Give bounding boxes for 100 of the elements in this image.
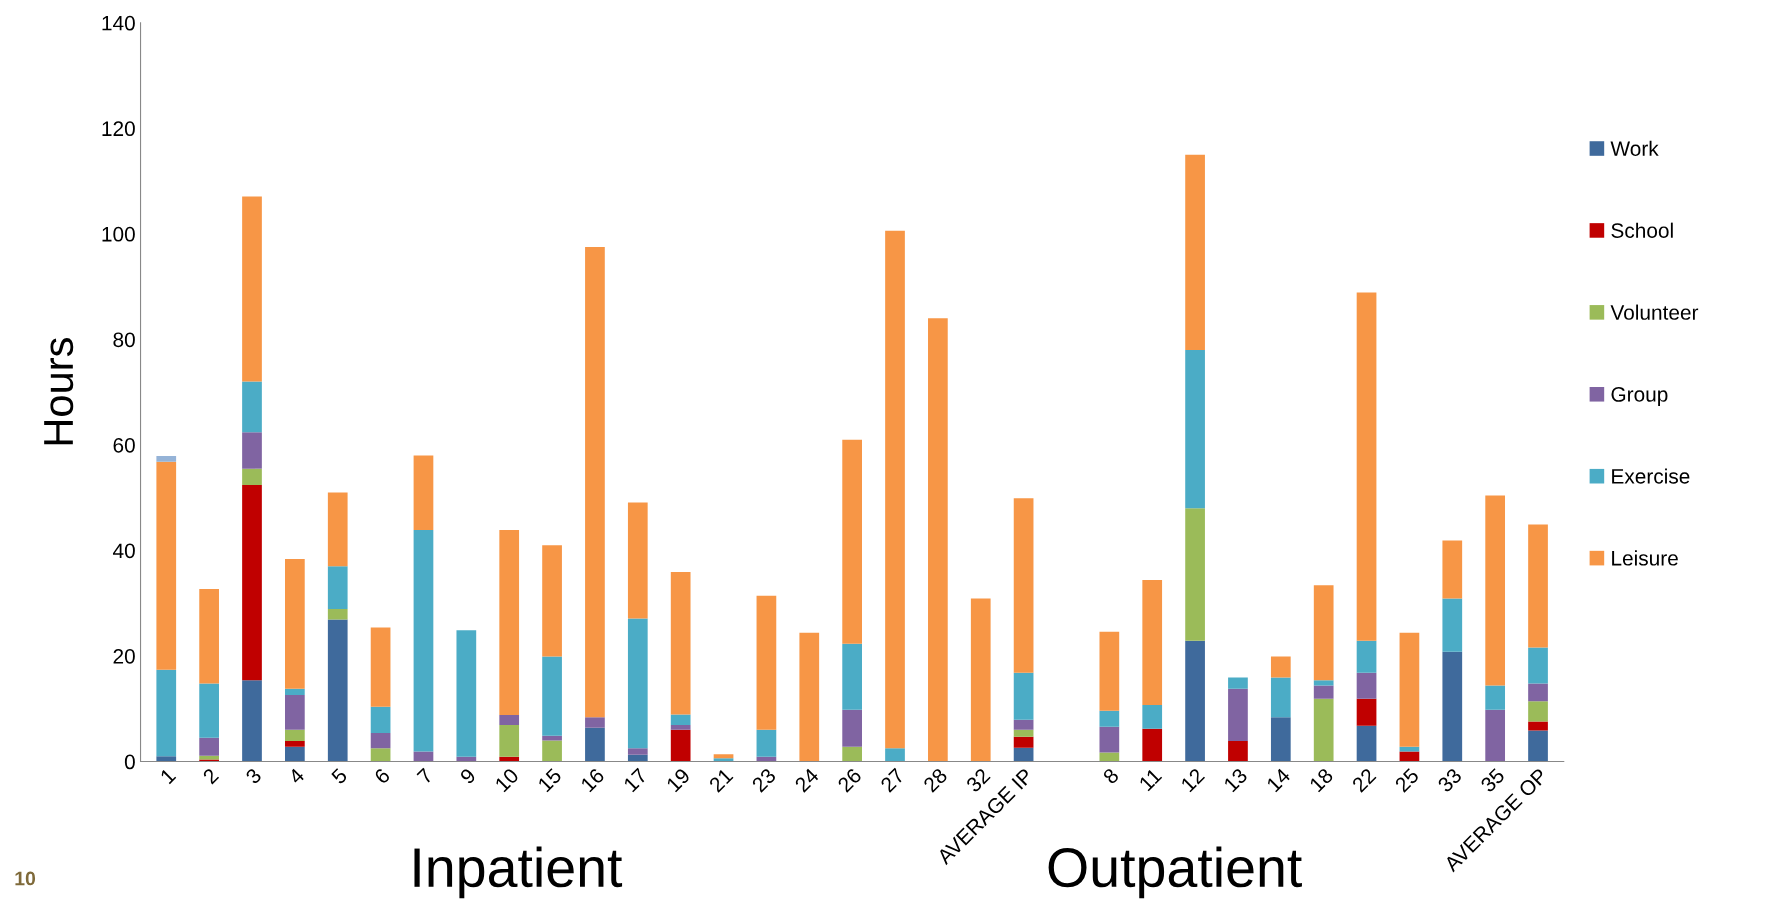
x-tick-label: 15	[537, 767, 563, 793]
bar	[1185, 640, 1205, 762]
bar	[1013, 747, 1034, 762]
bar	[1356, 292, 1377, 641]
bar	[1528, 701, 1548, 722]
bar	[1313, 685, 1334, 699]
x-tick-label: 24	[794, 767, 820, 793]
bar	[1356, 698, 1377, 726]
text: Inpatient	[414, 846, 623, 899]
legend-label: School	[1611, 222, 1673, 238]
bar	[1228, 740, 1248, 762]
bar	[799, 632, 820, 762]
y-tick-label: 0	[124, 754, 135, 770]
y-tick-label: 40	[112, 543, 135, 559]
legend-label: Volunteer	[1610, 304, 1699, 320]
bar	[1142, 705, 1163, 729]
bar	[1528, 721, 1548, 731]
y-tick-label: 60	[113, 437, 135, 453]
legend-label: Group	[1611, 387, 1668, 406]
legend-label: Leisure	[1612, 550, 1678, 566]
bar	[199, 683, 219, 738]
bar	[627, 748, 648, 755]
x-tick-label: 10	[494, 767, 520, 793]
bar	[1356, 672, 1377, 699]
bar	[842, 746, 862, 762]
bar	[627, 618, 648, 749]
bar	[242, 381, 262, 433]
x-tick-label: 13	[1223, 767, 1249, 793]
bar	[1528, 647, 1548, 684]
x-tick-label: 33	[1436, 767, 1463, 794]
x-tick-label: 12	[1180, 767, 1206, 793]
x-tick-label: 19	[665, 767, 691, 793]
x-tick-label: 6	[373, 767, 391, 785]
bar	[285, 729, 305, 741]
x-tick-label: 27	[879, 767, 905, 793]
bar	[1399, 632, 1420, 747]
bar	[670, 725, 691, 730]
bar	[1313, 698, 1334, 762]
bar	[285, 695, 305, 730]
bar	[285, 558, 305, 689]
bar	[285, 740, 305, 747]
bar	[1528, 524, 1548, 648]
bar	[585, 727, 605, 762]
bar	[842, 709, 862, 747]
bar	[499, 715, 520, 726]
bar	[456, 630, 477, 757]
bar	[542, 545, 562, 657]
x-tick-label: 7	[416, 767, 434, 785]
bar	[1099, 726, 1120, 753]
bar	[928, 318, 948, 762]
bar	[370, 748, 391, 762]
bar	[327, 492, 348, 567]
bar	[199, 759, 219, 762]
bar	[627, 502, 648, 619]
bar	[1185, 508, 1205, 641]
bar	[413, 455, 434, 530]
bar	[370, 627, 391, 707]
bar	[499, 725, 520, 757]
bar	[1013, 672, 1034, 720]
bar	[1442, 651, 1463, 762]
bar	[1013, 498, 1034, 673]
x-tick-label: 14	[1266, 767, 1292, 793]
bar	[585, 247, 605, 718]
bar	[242, 432, 262, 469]
bar	[327, 566, 348, 610]
bar	[1142, 580, 1163, 706]
bar	[1313, 680, 1334, 686]
bar	[1485, 495, 1506, 686]
bar	[1270, 717, 1291, 762]
bar	[327, 609, 348, 620]
bar	[756, 595, 777, 730]
x-tick-label: 18	[1308, 767, 1334, 793]
bar	[1270, 656, 1291, 678]
legend-label: Exercise	[1612, 468, 1690, 484]
bar	[542, 740, 562, 762]
bar	[499, 529, 520, 716]
x-tick-label: 8	[1102, 767, 1120, 785]
x-tick-label: 3	[244, 767, 263, 785]
bar	[156, 756, 177, 762]
x-tick-label: 22	[1351, 767, 1377, 793]
bar	[585, 717, 605, 728]
bar	[1099, 752, 1120, 762]
bar	[370, 733, 391, 749]
text: Outpatient	[1048, 846, 1302, 899]
x-tick-label: 26	[836, 767, 863, 793]
bar	[842, 643, 862, 710]
bar	[970, 598, 991, 762]
bar	[156, 456, 177, 462]
bar	[1528, 730, 1548, 762]
x-tick-label: 25	[1394, 767, 1420, 793]
y-tick-label: 20	[113, 648, 135, 664]
y-axis-title: Hours	[44, 338, 74, 445]
bar	[413, 751, 434, 762]
bar	[885, 748, 905, 762]
bar	[1270, 677, 1291, 718]
bar	[1228, 688, 1248, 741]
bar	[199, 588, 219, 684]
bar	[1313, 585, 1334, 681]
bar	[1013, 736, 1034, 748]
bar	[842, 439, 862, 644]
